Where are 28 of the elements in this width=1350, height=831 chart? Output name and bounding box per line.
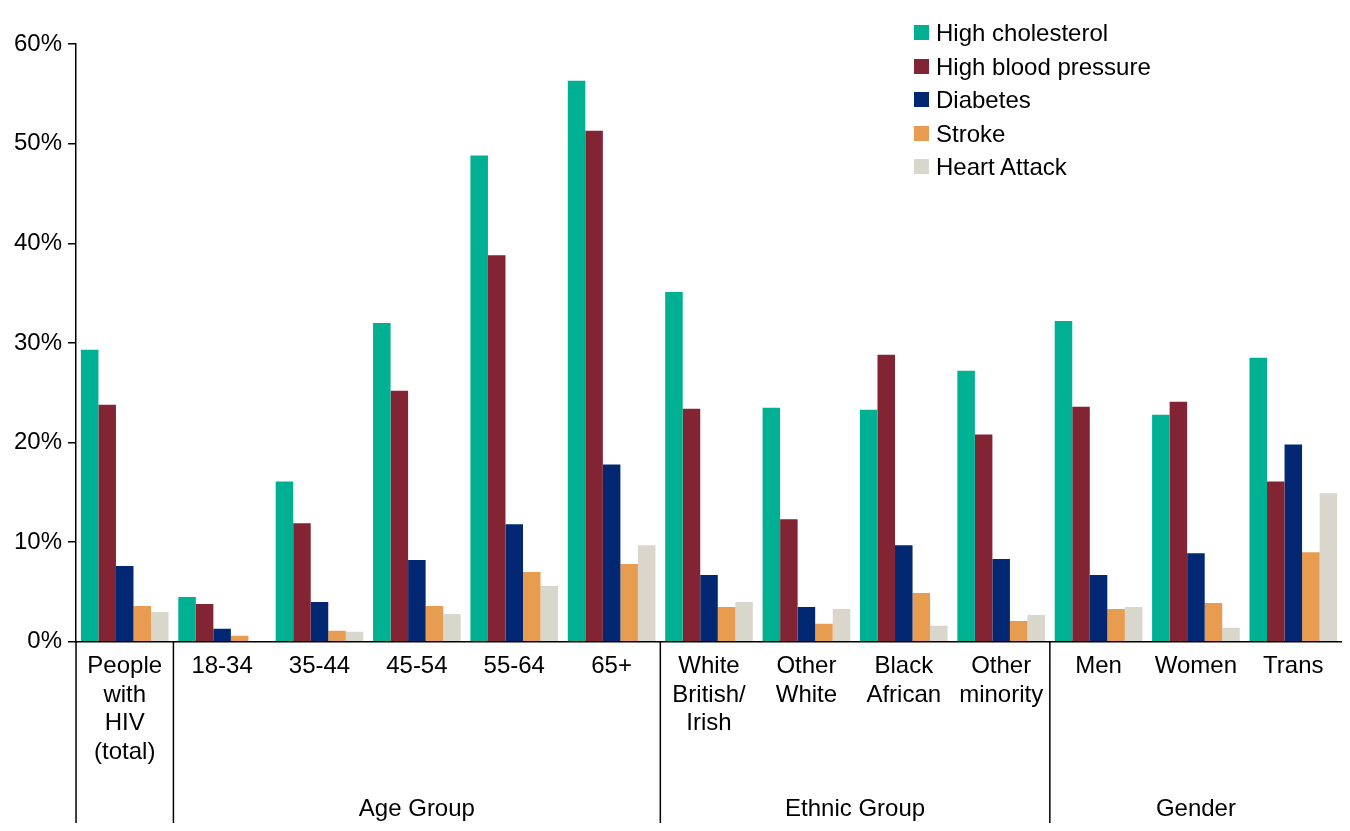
x-tick-label: Men: [1075, 650, 1122, 678]
legend-label: Stroke: [936, 118, 1006, 149]
text: Gender: [1155, 793, 1236, 821]
x-tick-label: 55-64: [483, 650, 545, 678]
y-tick-label: 50%: [13, 128, 63, 156]
x-tick-label: 45-54: [386, 650, 448, 678]
x-tick-label: Trans: [1263, 650, 1324, 678]
legend-label: Diabetes: [936, 85, 1031, 115]
x-tick-label: Women: [1154, 650, 1238, 678]
y-tick-label: 60%: [13, 28, 63, 56]
legend-label: High cholesterol: [936, 18, 1109, 48]
x-tick-label: 18-34: [191, 650, 253, 678]
x-tick-label: 65+: [591, 650, 632, 678]
x-tick-label: 35-44: [288, 650, 351, 678]
x-tick-label: White British/ Irish: [672, 650, 747, 736]
y-tick-label: 20%: [13, 427, 63, 455]
x-tick-label: Black African: [866, 650, 942, 707]
y-tick-label: 40%: [13, 227, 63, 255]
x-tick-label: Other White: [775, 650, 838, 707]
legend-label: High blood pressure: [936, 51, 1151, 82]
x-tick-label: People with HIV (total): [87, 650, 163, 765]
y-tick-label: 0%: [27, 626, 63, 654]
x-tick-label: Other minority: [959, 650, 1044, 707]
y-tick-label: 10%: [13, 526, 63, 554]
y-tick-label: 30%: [13, 327, 63, 355]
text: Ethnic Group: [785, 793, 926, 821]
text: Age Group: [358, 793, 475, 821]
legend-label: Heart Attack: [936, 152, 1067, 182]
